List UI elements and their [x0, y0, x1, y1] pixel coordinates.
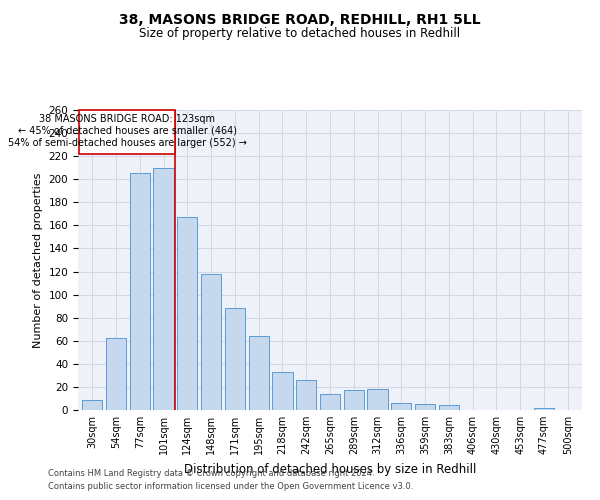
Bar [344, 390, 364, 410]
Bar [439, 406, 459, 410]
Y-axis label: Number of detached properties: Number of detached properties [33, 172, 43, 348]
X-axis label: Distribution of detached houses by size in Redhill: Distribution of detached houses by size … [184, 462, 476, 475]
Text: 38 MASONS BRIDGE ROAD: 123sqm: 38 MASONS BRIDGE ROAD: 123sqm [40, 114, 215, 124]
Text: 54% of semi-detached houses are larger (552) →: 54% of semi-detached houses are larger (… [8, 138, 247, 148]
Text: Contains HM Land Registry data © Crown copyright and database right 2024.: Contains HM Land Registry data © Crown c… [48, 468, 374, 477]
Bar [391, 403, 412, 410]
Text: 38, MASONS BRIDGE ROAD, REDHILL, RH1 5LL: 38, MASONS BRIDGE ROAD, REDHILL, RH1 5LL [119, 12, 481, 26]
Bar [272, 372, 293, 410]
Text: Size of property relative to detached houses in Redhill: Size of property relative to detached ho… [139, 28, 461, 40]
Bar [296, 380, 316, 410]
Bar [320, 394, 340, 410]
Bar [79, 110, 175, 154]
Bar [201, 274, 221, 410]
Bar [367, 389, 388, 410]
Bar [130, 174, 150, 410]
Bar [154, 168, 173, 410]
Bar [248, 336, 269, 410]
Text: Contains public sector information licensed under the Open Government Licence v3: Contains public sector information licen… [48, 482, 413, 491]
Bar [177, 218, 197, 410]
Text: ← 45% of detached houses are smaller (464): ← 45% of detached houses are smaller (46… [18, 126, 237, 136]
Bar [82, 400, 103, 410]
Bar [106, 338, 126, 410]
Bar [534, 408, 554, 410]
Bar [415, 404, 435, 410]
Bar [225, 308, 245, 410]
